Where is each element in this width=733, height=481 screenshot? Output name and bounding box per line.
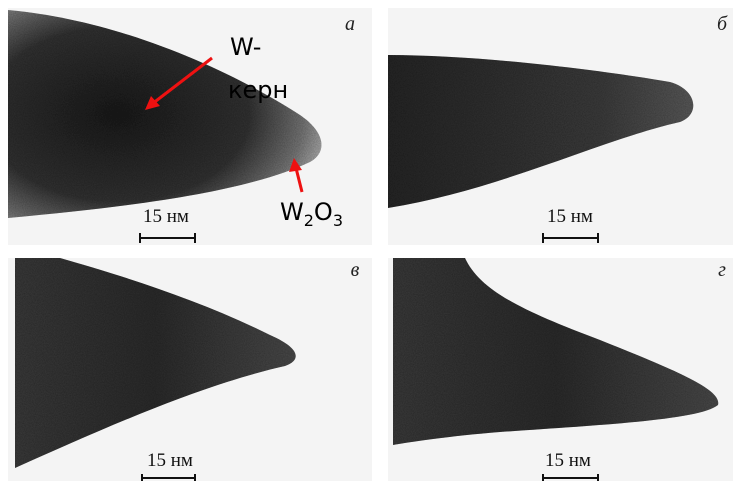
panel: б 15 нм [388, 8, 733, 245]
panel-letter: б [717, 13, 728, 35]
formula-part: O [314, 198, 333, 226]
panel: в 15 нм [8, 258, 372, 481]
panel-letter: а [345, 13, 355, 35]
formula-subscript: 3 [333, 211, 343, 230]
panel-letter: г [718, 259, 726, 281]
annotation-text: W- [230, 33, 261, 61]
scale-label: 15 нм [143, 206, 189, 227]
scale-label: 15 нм [545, 450, 591, 471]
panel-letter: в [351, 259, 360, 281]
formula-part: W [280, 198, 304, 226]
formula-subscript: 2 [304, 211, 314, 230]
panel: г 15 нм [388, 258, 733, 481]
figure: а 15 нм б 15 нм в 15 нм г 15 нм W- керн … [0, 0, 733, 481]
annotation-text: керн [228, 76, 288, 104]
scale-label: 15 нм [547, 206, 593, 227]
scale-label: 15 нм [147, 450, 193, 471]
